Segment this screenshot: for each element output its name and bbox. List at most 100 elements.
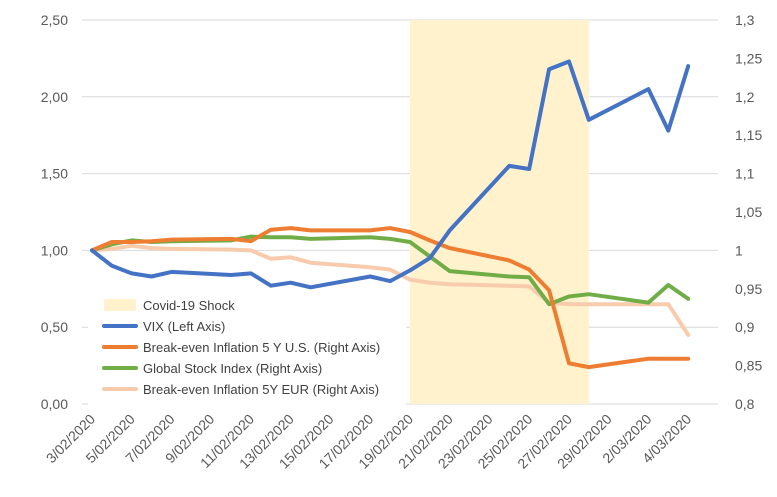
data-point-break-even-inflation-5y-eur-right-axis bbox=[527, 285, 531, 288]
data-point-break-even-inflation-5-y-u-s-right-axis bbox=[388, 226, 392, 230]
data-point-break-even-inflation-5-y-u-s-right-axis bbox=[527, 268, 531, 272]
data-point-break-even-inflation-5-y-u-s-right-axis bbox=[269, 228, 273, 232]
series-layer bbox=[90, 59, 691, 370]
data-point-break-even-inflation-5y-eur-right-axis bbox=[110, 247, 114, 251]
x-axis-ticks: 3/02/20205/02/20207/02/20209/02/202011/0… bbox=[43, 411, 695, 472]
data-point-break-even-inflation-5-y-u-s-right-axis bbox=[686, 357, 690, 361]
data-point-break-even-inflation-5y-eur-right-axis bbox=[587, 302, 591, 306]
data-point-global-stock-index-right-axis bbox=[507, 275, 511, 278]
data-point-vix-left-axis bbox=[646, 87, 650, 91]
data-point-global-stock-index-right-axis bbox=[309, 237, 313, 241]
data-point-vix-left-axis bbox=[309, 285, 313, 289]
legend-label: VIX (Left Axis) bbox=[143, 319, 225, 334]
legend-label: Global Stock Index (Right Axis) bbox=[143, 361, 322, 376]
data-point-break-even-inflation-5y-eur-right-axis bbox=[567, 302, 571, 306]
data-point-break-even-inflation-5y-eur-right-axis bbox=[170, 247, 173, 251]
data-point-vix-left-axis bbox=[170, 270, 173, 274]
data-point-break-even-inflation-5-y-u-s-right-axis bbox=[448, 246, 452, 250]
data-point-break-even-inflation-5y-eur-right-axis bbox=[448, 282, 452, 286]
data-point-break-even-inflation-5-y-u-s-right-axis bbox=[110, 240, 114, 244]
right-axis-tick-label: 1,2 bbox=[735, 89, 755, 105]
data-point-break-even-inflation-5-y-u-s-right-axis bbox=[150, 239, 154, 243]
left-axis-tick-label: 1,50 bbox=[41, 166, 68, 182]
data-point-vix-left-axis bbox=[666, 129, 670, 133]
data-point-vix-left-axis bbox=[150, 275, 154, 278]
data-point-vix-left-axis bbox=[448, 228, 452, 232]
left-axis-tick-label: 0,00 bbox=[41, 396, 68, 412]
right-axis-tick-label: 0,85 bbox=[735, 358, 762, 374]
data-point-global-stock-index-right-axis bbox=[269, 235, 273, 239]
legend: Covid-19 Shock VIX (Left Axis) Break-even … bbox=[88, 292, 406, 407]
data-point-vix-left-axis bbox=[527, 167, 531, 171]
data-point-vix-left-axis bbox=[507, 164, 511, 168]
data-point-break-even-inflation-5-y-u-s-right-axis bbox=[507, 258, 511, 262]
data-point-break-even-inflation-5-y-u-s-right-axis bbox=[309, 228, 313, 232]
data-point-global-stock-index-right-axis bbox=[408, 240, 412, 244]
data-point-vix-left-axis bbox=[368, 275, 372, 278]
data-point-global-stock-index-right-axis bbox=[587, 292, 591, 296]
data-point-break-even-inflation-5y-eur-right-axis bbox=[229, 248, 233, 252]
data-point-vix-left-axis bbox=[130, 271, 134, 275]
data-point-break-even-inflation-5y-eur-right-axis bbox=[150, 246, 154, 250]
data-point-break-even-inflation-5-y-u-s-right-axis bbox=[170, 238, 173, 242]
data-point-vix-left-axis bbox=[567, 60, 571, 63]
data-point-break-even-inflation-5y-eur-right-axis bbox=[289, 255, 293, 259]
right-axis-tick-label: 0,8 bbox=[735, 396, 755, 412]
data-point-global-stock-index-right-axis bbox=[527, 275, 531, 279]
left-axis-tick-label: 0,50 bbox=[41, 319, 68, 335]
legend-label: Break-even Inflation 5 Y U.S. (Right Axi… bbox=[143, 340, 380, 355]
right-axis-tick-label: 1,15 bbox=[735, 127, 762, 143]
shaded-region-layer bbox=[409, 20, 589, 404]
data-point-break-even-inflation-5y-eur-right-axis bbox=[408, 278, 412, 282]
right-axis-tick-label: 1,1 bbox=[735, 166, 755, 182]
left-axis-ticks: 0,00 0,50 1,00 1,50 2,00 2,50 bbox=[41, 12, 68, 412]
data-point-break-even-inflation-5-y-u-s-right-axis bbox=[249, 239, 253, 243]
data-point-vix-left-axis bbox=[289, 281, 293, 285]
data-point-global-stock-index-right-axis bbox=[686, 297, 690, 301]
data-point-break-even-inflation-5y-eur-right-axis bbox=[428, 281, 432, 285]
data-point-global-stock-index-right-axis bbox=[666, 283, 670, 287]
left-axis-tick-label: 1,00 bbox=[41, 242, 68, 258]
data-point-vix-left-axis bbox=[587, 118, 591, 122]
data-point-break-even-inflation-5y-eur-right-axis bbox=[388, 268, 392, 272]
data-point-vix-left-axis bbox=[229, 273, 233, 277]
covid-shock-region bbox=[409, 20, 589, 404]
data-point-break-even-inflation-5-y-u-s-right-axis bbox=[646, 357, 650, 361]
right-axis-tick-label: 1,3 bbox=[735, 12, 755, 28]
data-point-break-even-inflation-5-y-u-s-right-axis bbox=[567, 361, 571, 365]
data-point-vix-left-axis bbox=[90, 248, 94, 252]
data-point-vix-left-axis bbox=[408, 268, 412, 272]
legend-swatch-covid-shock bbox=[104, 299, 136, 311]
right-axis-tick-label: 1 bbox=[735, 242, 743, 258]
data-point-global-stock-index-right-axis bbox=[249, 235, 253, 239]
data-point-break-even-inflation-5y-eur-right-axis bbox=[269, 257, 273, 261]
data-point-break-even-inflation-5y-eur-right-axis bbox=[249, 248, 253, 252]
data-point-vix-left-axis bbox=[269, 284, 273, 288]
data-point-vix-left-axis bbox=[110, 264, 114, 268]
data-point-break-even-inflation-5-y-u-s-right-axis bbox=[587, 365, 591, 369]
data-point-break-even-inflation-5y-eur-right-axis bbox=[309, 261, 313, 265]
data-point-break-even-inflation-5-y-u-s-right-axis bbox=[428, 238, 432, 242]
data-point-break-even-inflation-5-y-u-s-right-axis bbox=[368, 228, 372, 232]
right-axis-tick-label: 0,95 bbox=[735, 281, 762, 297]
left-axis-tick-label: 2,50 bbox=[41, 12, 68, 28]
data-point-break-even-inflation-5y-eur-right-axis bbox=[686, 333, 690, 337]
legend-label: Break-even Inflation 5Y EUR (Right Axis) bbox=[143, 382, 379, 397]
data-point-global-stock-index-right-axis bbox=[547, 302, 551, 306]
legend-label: Covid-19 Shock bbox=[143, 298, 235, 313]
data-point-vix-left-axis bbox=[428, 256, 432, 260]
data-point-break-even-inflation-5-y-u-s-right-axis bbox=[408, 230, 412, 234]
data-point-break-even-inflation-5-y-u-s-right-axis bbox=[547, 288, 551, 292]
right-axis-tick-label: 1,05 bbox=[735, 204, 762, 220]
data-point-break-even-inflation-5y-eur-right-axis bbox=[666, 302, 670, 306]
right-axis-tick-label: 1,25 bbox=[735, 50, 762, 66]
data-point-break-even-inflation-5-y-u-s-right-axis bbox=[229, 237, 233, 241]
data-point-break-even-inflation-5-y-u-s-right-axis bbox=[130, 240, 134, 244]
data-point-break-even-inflation-5y-eur-right-axis bbox=[368, 265, 372, 269]
data-point-break-even-inflation-5-y-u-s-right-axis bbox=[666, 357, 670, 361]
data-point-global-stock-index-right-axis bbox=[567, 295, 571, 298]
data-point-vix-left-axis bbox=[686, 64, 690, 68]
data-point-break-even-inflation-5y-eur-right-axis bbox=[507, 284, 511, 288]
data-point-global-stock-index-right-axis bbox=[646, 301, 650, 305]
